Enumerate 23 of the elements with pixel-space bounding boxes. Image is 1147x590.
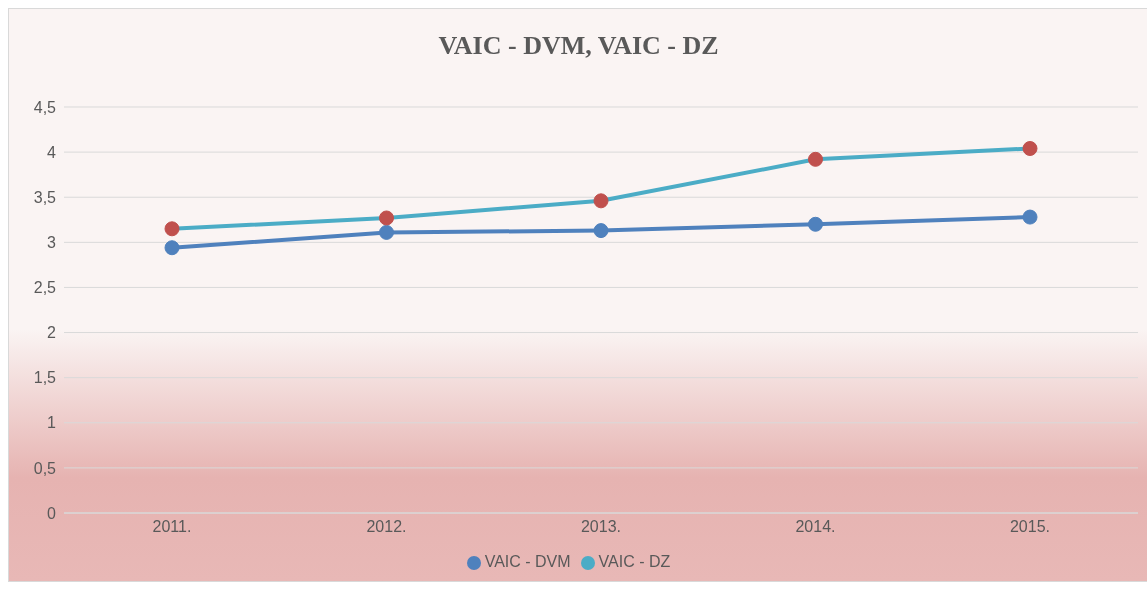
legend-label: VAIC - DVM: [484, 553, 571, 570]
point: [379, 224, 394, 240]
legend-label: VAIC - DZ: [598, 553, 671, 570]
y-tick-label: 3,5: [33, 188, 57, 206]
y-tick-label: 3: [47, 234, 57, 252]
x-tick-label: 2013.: [580, 518, 622, 536]
y-tick-label: 2,5: [33, 279, 57, 297]
x-tick-label: 2011.: [152, 518, 192, 536]
y-tick-label: 2: [47, 324, 57, 342]
point: [1022, 209, 1038, 225]
chart-title: VAIC - DVM, VAIC - DZ: [437, 31, 720, 61]
y-tick-label: 0: [47, 504, 57, 522]
y-tick-label: 1: [47, 414, 57, 432]
point: [593, 223, 609, 239]
point: [808, 216, 823, 232]
x-tick-label: 2012.: [366, 518, 407, 536]
y-tick-label: 0,5: [33, 459, 57, 477]
x-tick-label: 2014.: [795, 518, 836, 536]
x-tick-label: 2015.: [1009, 518, 1051, 536]
y-tick-label: 4: [47, 143, 57, 161]
y-tick-label: 4,5: [33, 98, 57, 116]
point: [164, 240, 180, 256]
y-tick-label: 1,5: [33, 369, 57, 387]
